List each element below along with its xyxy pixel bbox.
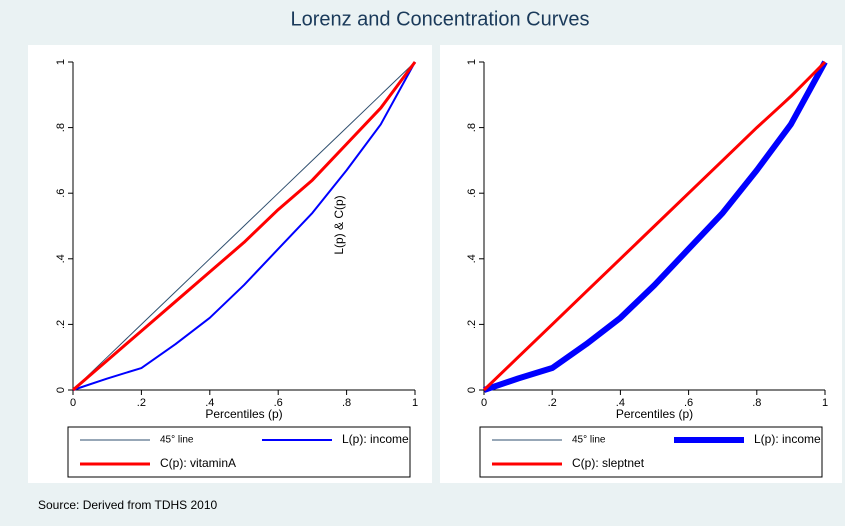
- x-tick-label: .8: [342, 397, 351, 409]
- y-tick-label: 0: [466, 387, 478, 393]
- y-axis-label: L(p) & C(p): [332, 195, 346, 254]
- series-line: [483, 60, 828, 393]
- legend-box: [67, 426, 411, 478]
- series-line: [482, 60, 827, 392]
- plot-background: [28, 45, 432, 483]
- legend-label: 45° line: [160, 435, 194, 446]
- y-tick-label: .8: [55, 123, 67, 132]
- x-tick-label: .8: [752, 397, 761, 409]
- legend-label: C(p): sleptnet: [572, 456, 645, 470]
- y-tick-label: .4: [466, 254, 478, 263]
- x-axis-label: Percentiles (p): [205, 407, 282, 421]
- x-tick-label: 1: [822, 397, 828, 409]
- y-tick-label: .2: [466, 320, 478, 329]
- x-tick-label: 1: [412, 397, 418, 409]
- x-axis-label: Percentiles (p): [616, 407, 693, 421]
- y-tick-label: 0: [55, 387, 67, 393]
- legend-label: C(p): vitaminA: [160, 456, 236, 470]
- y-tick-label: .6: [466, 189, 478, 198]
- y-tick-label: .4: [55, 254, 67, 263]
- y-tick-label: 1: [55, 59, 67, 65]
- legend-label: 45° line: [572, 435, 606, 446]
- legend-box: [479, 426, 823, 478]
- y-tick-label: 1: [466, 59, 478, 65]
- x-tick-label: .6: [684, 397, 693, 409]
- chart-title: Lorenz and Concentration Curves: [290, 8, 589, 30]
- y-tick-label: .6: [55, 189, 67, 198]
- x-tick-label: .2: [137, 397, 146, 409]
- y-tick-label: .8: [466, 123, 478, 132]
- series-line: [72, 61, 417, 392]
- x-tick-label: .4: [616, 397, 625, 409]
- x-tick-label: 0: [70, 397, 76, 409]
- x-tick-label: .2: [548, 397, 557, 409]
- source-note: Source: Derived from TDHS 2010: [38, 498, 218, 512]
- series-line: [72, 61, 416, 391]
- x-tick-label: .6: [274, 397, 283, 409]
- series-line: [72, 61, 416, 391]
- legend-label: L(p): income: [342, 432, 409, 446]
- legend-label: L(p): income: [754, 432, 821, 446]
- x-tick-label: .4: [205, 397, 214, 409]
- y-tick-label: .2: [55, 320, 67, 329]
- x-tick-label: 0: [481, 397, 487, 409]
- plot-background: [440, 45, 842, 483]
